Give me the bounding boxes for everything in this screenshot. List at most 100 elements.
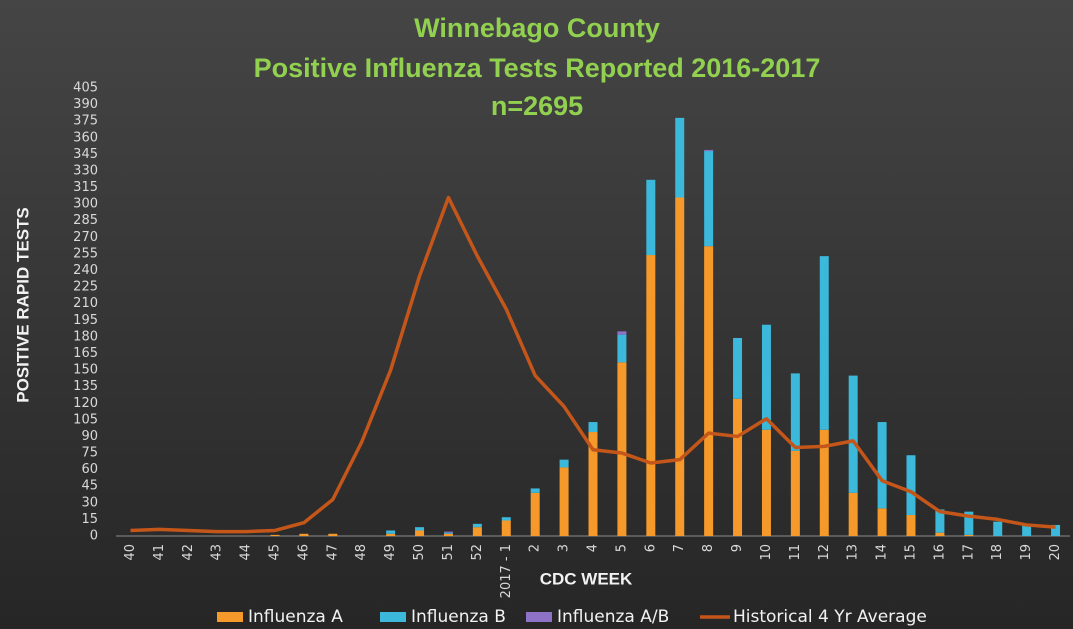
bar-segment xyxy=(588,422,598,433)
bar-segment xyxy=(415,530,425,536)
bar-segment xyxy=(386,530,396,534)
bar-segment xyxy=(328,533,338,536)
bar-segment xyxy=(964,511,974,535)
x-tick-label: 15 xyxy=(904,544,919,561)
bar-segment xyxy=(472,527,482,536)
bar-segment xyxy=(617,331,627,335)
x-tick-label: 2017 - 1 xyxy=(499,544,514,598)
x-tick-label: 51 xyxy=(441,544,456,561)
y-tick-label: 60 xyxy=(81,462,98,477)
chart-title: n=2695 xyxy=(491,91,583,121)
bar-segment xyxy=(877,508,887,536)
x-tick-label: 50 xyxy=(412,544,427,561)
x-tick-label: 45 xyxy=(268,544,283,561)
legend-swatch xyxy=(217,612,243,622)
y-axis-title: POSITIVE RAPID TESTS xyxy=(13,207,32,403)
y-tick-label: 405 xyxy=(73,81,98,96)
legend-label: Influenza A/B xyxy=(557,607,669,627)
y-tick-label: 150 xyxy=(73,363,98,378)
x-tick-label: 7 xyxy=(672,544,687,552)
bar-segment xyxy=(733,337,743,399)
bar-segment xyxy=(906,514,916,536)
y-tick-label: 165 xyxy=(73,346,98,361)
bar-segment xyxy=(559,467,569,536)
y-tick-label: 315 xyxy=(73,180,98,195)
y-tick-label: 345 xyxy=(73,147,98,162)
y-tick-label: 375 xyxy=(73,114,98,129)
bar-segment xyxy=(1051,524,1061,536)
x-tick-label: 43 xyxy=(210,544,225,561)
bar-segment xyxy=(646,179,656,256)
bar-segment xyxy=(877,422,887,509)
chart-title: Positive Influenza Tests Reported 2016-2… xyxy=(254,53,821,83)
bar-segment xyxy=(472,523,482,528)
bar-segment xyxy=(646,255,656,536)
bar-segment xyxy=(906,455,916,515)
bar-segment xyxy=(819,256,829,430)
line xyxy=(130,195,1056,534)
x-tick-label: 14 xyxy=(875,544,890,561)
y-tick-label: 120 xyxy=(73,396,98,411)
x-tick-label: 5 xyxy=(614,544,629,552)
x-tick-label: 8 xyxy=(701,544,716,552)
x-tick-label: 40 xyxy=(123,544,138,561)
x-tick-label: 42 xyxy=(181,544,196,561)
x-tick-label: 46 xyxy=(296,544,311,561)
x-tick-label: 17 xyxy=(961,544,976,561)
bar-segment xyxy=(790,450,800,536)
y-tick-label: 390 xyxy=(73,97,98,112)
x-tick-label: 52 xyxy=(470,544,485,561)
x-axis-title: CDC WEEK xyxy=(540,569,633,588)
bar-segment xyxy=(530,492,540,536)
bar-segment xyxy=(617,362,627,536)
bar-segment xyxy=(443,532,453,534)
bar-segment xyxy=(675,117,685,198)
bar-segment xyxy=(733,398,743,536)
legend-label: Historical 4 Yr Average xyxy=(733,607,927,627)
bar-segment xyxy=(935,509,945,533)
y-tick-label: 225 xyxy=(73,280,98,295)
bar-segment xyxy=(443,531,453,533)
y-tick-label: 180 xyxy=(73,329,98,344)
bar-segment xyxy=(675,197,685,536)
y-tick-label: 300 xyxy=(73,197,98,212)
y-tick-label: 15 xyxy=(81,512,98,527)
bar-segment xyxy=(819,429,829,536)
x-tick-label: 16 xyxy=(932,544,947,561)
y-tick-label: 0 xyxy=(90,529,98,544)
bar-segment xyxy=(530,488,540,493)
legend-label: Influenza B xyxy=(411,607,506,627)
y-tick-label: 270 xyxy=(73,230,98,245)
y-tick-label: 75 xyxy=(81,446,98,461)
x-tick-label: 19 xyxy=(1019,544,1034,561)
y-tick-label: 30 xyxy=(81,495,98,510)
bar-segment xyxy=(501,517,511,521)
x-tick-label: 10 xyxy=(759,544,774,561)
x-tick-label: 13 xyxy=(846,544,861,561)
y-tick-label: 330 xyxy=(73,163,98,178)
bar-segment xyxy=(299,533,309,536)
bar-segment xyxy=(761,429,771,536)
bar-segment xyxy=(761,324,771,430)
bar-segment xyxy=(848,375,858,493)
x-tick-label: 4 xyxy=(586,544,601,552)
x-tick-label: 48 xyxy=(354,544,369,561)
x-tick-label: 47 xyxy=(325,544,340,561)
bar-segment xyxy=(935,532,945,536)
x-tick-label: 2 xyxy=(528,544,543,552)
bar-segment xyxy=(704,151,714,247)
bar-segment xyxy=(848,492,858,536)
x-tick-label: 41 xyxy=(152,544,167,561)
bar-segment xyxy=(501,520,511,536)
y-tick-label: 105 xyxy=(73,412,98,427)
x-tick-label: 11 xyxy=(788,544,803,561)
bar-segment xyxy=(270,534,280,536)
bar-segment xyxy=(964,534,974,536)
x-tick-label: 18 xyxy=(990,544,1005,561)
bar-segment xyxy=(559,459,569,468)
y-tick-label: 360 xyxy=(73,130,98,145)
y-tick-label: 90 xyxy=(81,429,98,444)
legend-swatch xyxy=(380,612,406,622)
x-tick-label: 12 xyxy=(817,544,832,561)
